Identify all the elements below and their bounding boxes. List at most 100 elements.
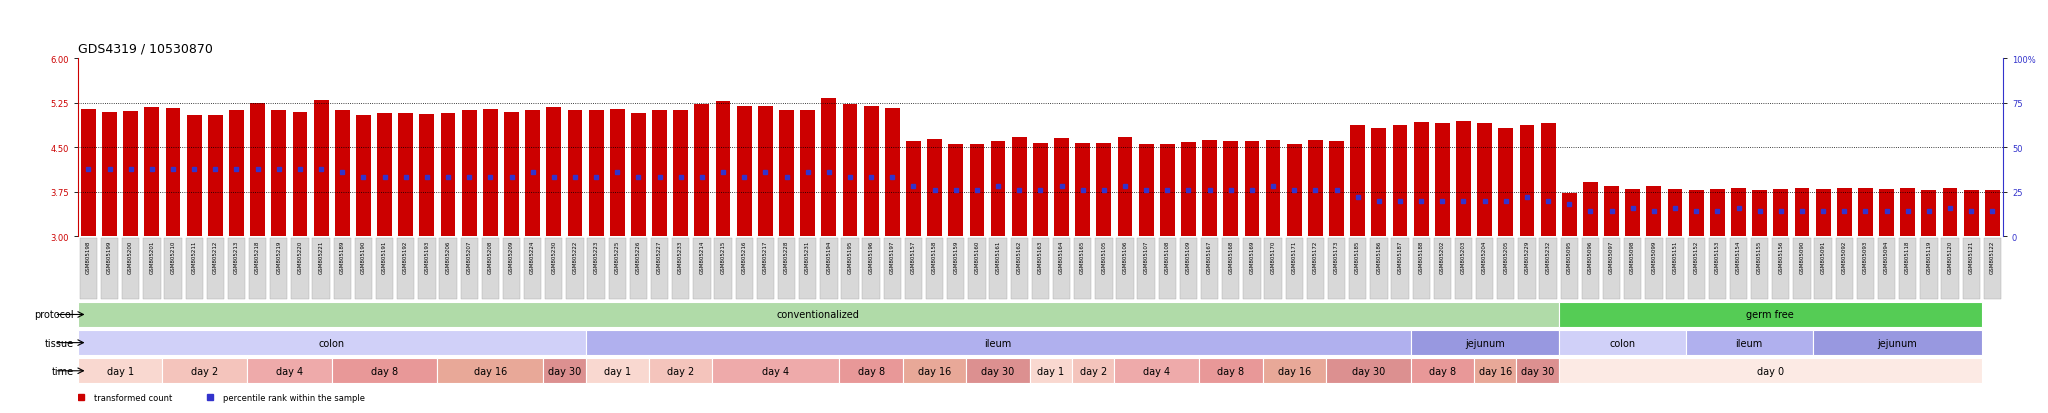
FancyBboxPatch shape (1223, 238, 1239, 299)
FancyBboxPatch shape (80, 238, 96, 299)
FancyBboxPatch shape (713, 358, 840, 383)
FancyBboxPatch shape (967, 358, 1030, 383)
Bar (821, 99, 836, 237)
FancyBboxPatch shape (1878, 238, 1894, 299)
FancyBboxPatch shape (1286, 238, 1303, 299)
FancyBboxPatch shape (608, 238, 627, 299)
FancyBboxPatch shape (588, 238, 604, 299)
Text: GSM805190: GSM805190 (360, 240, 367, 273)
FancyBboxPatch shape (1327, 238, 1346, 299)
Bar (1372, 129, 1386, 237)
Text: GSM805217: GSM805217 (762, 240, 768, 273)
FancyBboxPatch shape (1159, 238, 1176, 299)
Text: tissue: tissue (45, 338, 74, 348)
FancyBboxPatch shape (1516, 358, 1559, 383)
FancyBboxPatch shape (649, 358, 713, 383)
Text: ileum: ileum (1735, 338, 1763, 348)
Bar (1731, 188, 1745, 237)
FancyBboxPatch shape (840, 358, 903, 383)
FancyBboxPatch shape (1835, 238, 1853, 299)
Bar (1012, 137, 1026, 237)
Text: time: time (51, 366, 74, 376)
Bar (1647, 186, 1661, 237)
Bar (440, 114, 455, 237)
FancyBboxPatch shape (903, 358, 967, 383)
Bar (102, 112, 117, 237)
Text: jejunum: jejunum (1464, 338, 1505, 348)
Text: transformed count: transformed count (94, 393, 172, 402)
Text: GSM805090: GSM805090 (1800, 240, 1804, 273)
Text: day 2: day 2 (190, 366, 219, 376)
FancyBboxPatch shape (1114, 358, 1198, 383)
Bar (1774, 189, 1788, 237)
Bar (356, 115, 371, 237)
Text: GSM805192: GSM805192 (403, 240, 408, 273)
Text: GSM805121: GSM805121 (1968, 240, 1974, 273)
Bar (991, 142, 1006, 237)
Text: GSM805118: GSM805118 (1905, 240, 1911, 273)
Bar (1794, 188, 1808, 237)
Text: GSM805186: GSM805186 (1376, 240, 1380, 273)
Bar (610, 110, 625, 237)
FancyBboxPatch shape (1858, 238, 1874, 299)
Text: day 0: day 0 (1757, 366, 1784, 376)
Text: GDS4319 / 10530870: GDS4319 / 10530870 (78, 42, 213, 55)
Text: colon: colon (1610, 338, 1634, 348)
Bar (1626, 189, 1640, 237)
Text: GSM805099: GSM805099 (1651, 240, 1657, 273)
Bar (1667, 189, 1683, 237)
Bar (864, 107, 879, 237)
Text: GSM805224: GSM805224 (530, 240, 535, 273)
FancyBboxPatch shape (1137, 238, 1155, 299)
Text: GSM805197: GSM805197 (889, 240, 895, 273)
Text: day 8: day 8 (371, 366, 397, 376)
Bar (1985, 190, 1999, 237)
Bar (1032, 144, 1049, 237)
Bar (1309, 141, 1323, 237)
FancyBboxPatch shape (440, 238, 457, 299)
Text: GSM805221: GSM805221 (319, 240, 324, 273)
Bar (1075, 144, 1090, 237)
FancyBboxPatch shape (1032, 238, 1049, 299)
Bar (461, 111, 477, 237)
FancyBboxPatch shape (1581, 238, 1599, 299)
Text: day 4: day 4 (762, 366, 791, 376)
FancyBboxPatch shape (100, 238, 119, 299)
FancyBboxPatch shape (438, 358, 543, 383)
FancyBboxPatch shape (672, 238, 690, 299)
Bar (272, 111, 287, 237)
FancyBboxPatch shape (1667, 238, 1683, 299)
Bar (504, 112, 518, 237)
Text: GSM805158: GSM805158 (932, 240, 938, 273)
FancyBboxPatch shape (1475, 358, 1516, 383)
FancyBboxPatch shape (545, 238, 563, 299)
FancyBboxPatch shape (1962, 238, 1980, 299)
Text: GSM805098: GSM805098 (1630, 240, 1634, 273)
Bar (1245, 142, 1260, 237)
Bar (885, 109, 899, 237)
FancyBboxPatch shape (461, 238, 477, 299)
Text: GSM805120: GSM805120 (1948, 240, 1952, 273)
FancyBboxPatch shape (1073, 238, 1092, 299)
Text: ileum: ileum (985, 338, 1012, 348)
Text: GSM805195: GSM805195 (848, 240, 852, 273)
FancyBboxPatch shape (586, 358, 649, 383)
Text: GSM805222: GSM805222 (573, 240, 578, 273)
Text: GSM805155: GSM805155 (1757, 240, 1761, 273)
FancyBboxPatch shape (1411, 358, 1475, 383)
Bar (674, 111, 688, 237)
FancyBboxPatch shape (1350, 238, 1366, 299)
Text: GSM805228: GSM805228 (784, 240, 788, 273)
Text: GSM805223: GSM805223 (594, 240, 598, 273)
Text: GSM805107: GSM805107 (1143, 240, 1149, 273)
FancyBboxPatch shape (799, 238, 817, 299)
Text: GSM805213: GSM805213 (233, 240, 240, 273)
Text: GSM805212: GSM805212 (213, 240, 217, 273)
Text: GSM805091: GSM805091 (1821, 240, 1825, 273)
Bar (758, 107, 772, 237)
Text: GSM805153: GSM805153 (1714, 240, 1720, 273)
Text: GSM805109: GSM805109 (1186, 240, 1192, 273)
Bar (1055, 138, 1069, 237)
Text: GSM805215: GSM805215 (721, 240, 725, 273)
Text: GSM805185: GSM805185 (1356, 240, 1360, 273)
